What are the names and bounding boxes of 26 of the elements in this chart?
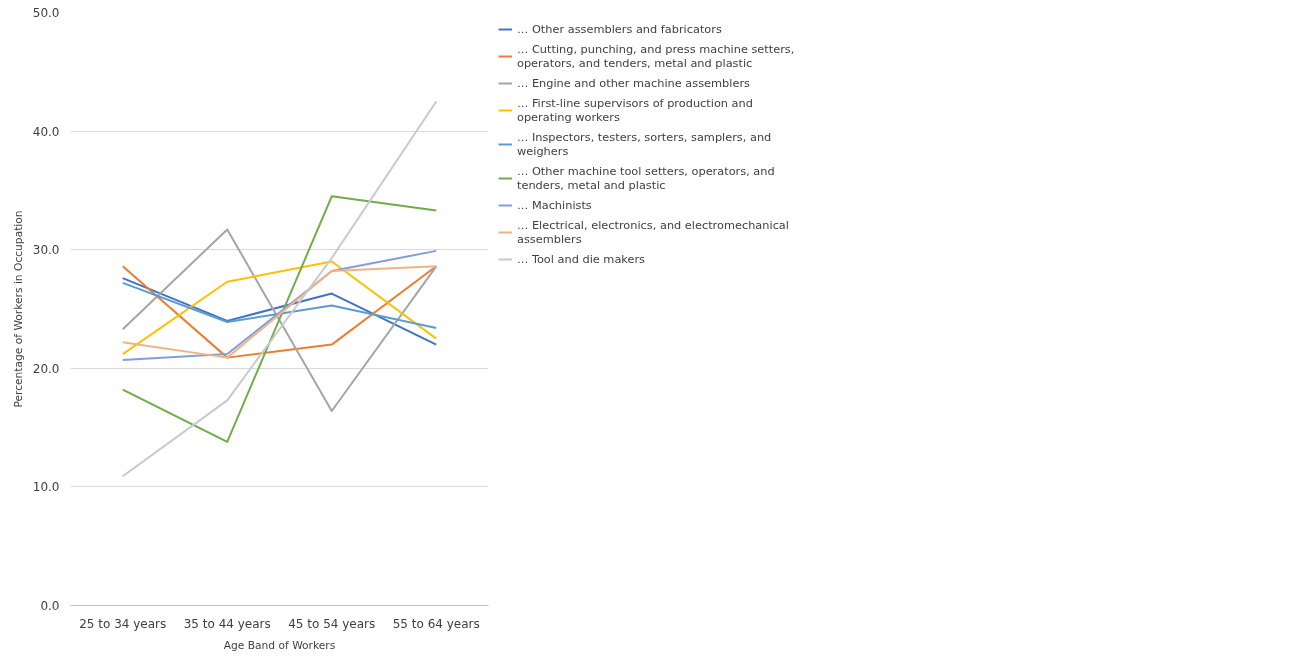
x-tick-label: 35 to 44 years — [183, 616, 271, 631]
line-series — [121, 100, 438, 478]
line-series — [121, 195, 438, 443]
legend-label: … Cutting, punching, and press machine setters, operators, and tenders, metal and plastic — [517, 42, 795, 70]
y-tick-label: 30.0 — [32, 243, 60, 258]
legend-label: … First-line supervisors of production and operating workers — [517, 96, 753, 124]
legend-label: … Inspectors, testers, sorters, samplers, and weighers — [517, 130, 772, 158]
legend-label: … Electrical, electronics, and electromechanical assemblers — [517, 218, 789, 246]
legend-label: … Other machine tool setters, operators, and tenders, metal and plastic — [517, 164, 775, 192]
line-series — [121, 277, 438, 346]
y-tick-label: 40.0 — [32, 124, 60, 139]
y-tick-label: 0.0 — [40, 599, 60, 613]
x-tick-label: 25 to 34 years — [79, 616, 167, 631]
line-series — [121, 281, 438, 329]
legend-label: … Machinists — [517, 198, 592, 212]
x-tick-label: 55 to 64 years — [392, 616, 480, 631]
legend-label: … Other assemblers and fabricators — [517, 22, 722, 36]
y-axis-title: Percentage of Workers in Occupation — [11, 210, 25, 408]
x-tick-label: 45 to 54 years — [288, 616, 376, 631]
legend-label: … Tool and die makers — [517, 252, 646, 266]
line-series — [121, 228, 438, 412]
x-axis-title: Age Band of Workers — [223, 638, 336, 652]
y-tick-label: 50.0 — [32, 6, 60, 20]
y-tick-label: 20.0 — [32, 361, 60, 376]
y-tick-label: 10.0 — [32, 480, 60, 495]
legend-label: … Engine and other machine assemblers — [517, 76, 750, 90]
